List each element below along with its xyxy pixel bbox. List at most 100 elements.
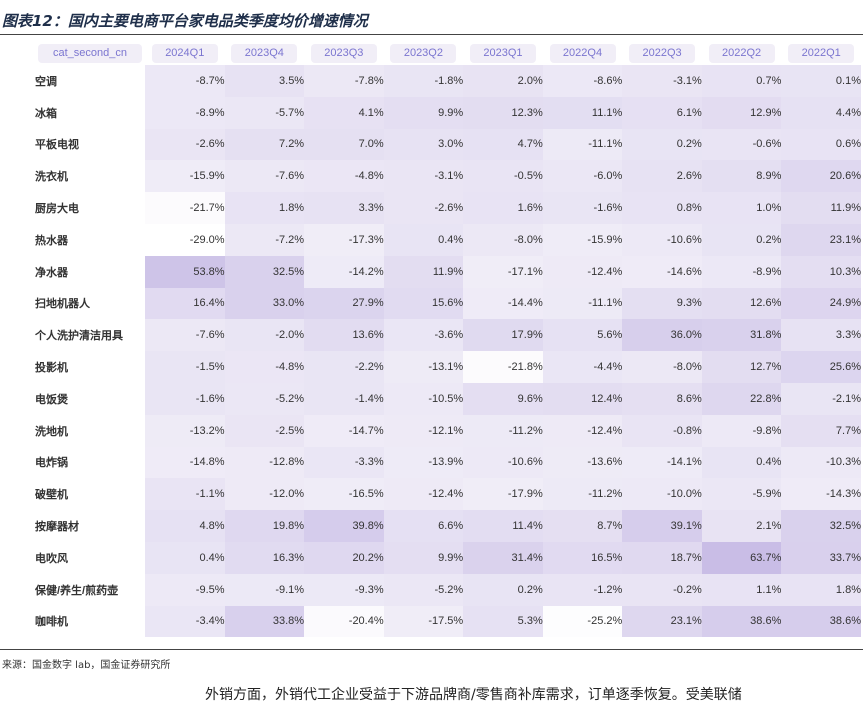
heat-cell: 5.6% (542, 319, 623, 352)
heat-cell: -17.1% (463, 255, 543, 288)
heat-cell: -7.6% (224, 160, 305, 193)
heat-cell: 36.0% (622, 319, 702, 352)
heat-cell: -3.1% (622, 65, 702, 97)
heat-cell: -8.6% (542, 65, 623, 97)
heat-cell: 7.7% (781, 414, 861, 447)
heat-cell: 25.6% (781, 351, 861, 383)
heat-cell: -3.6% (383, 319, 464, 352)
heat-cell: 11.9% (781, 192, 861, 224)
column-header-2022Q4[interactable]: 2022Q4 (543, 40, 623, 65)
heat-cell: 38.6% (701, 605, 782, 638)
heat-cell: 32.5% (781, 510, 861, 542)
column-header-label: 2023Q3 (310, 43, 377, 63)
heat-cell: -1.4% (304, 382, 384, 415)
heat-cell: -8.0% (463, 223, 543, 256)
column-header-2023Q1[interactable]: 2023Q1 (463, 40, 543, 65)
heat-cell: 1.6% (463, 192, 543, 224)
heat-cell: -16.5% (304, 478, 384, 511)
heat-cell: -5.7% (224, 96, 305, 129)
column-header-2024Q1[interactable]: 2024Q1 (145, 40, 225, 65)
heat-cell: -14.3% (781, 478, 861, 511)
heat-cell: -1.2% (542, 573, 623, 606)
column-header-2022Q2[interactable]: 2022Q2 (702, 40, 782, 65)
table-row: 咖啡机 -3.4% 33.8% -20.4% -17.5% 5.3% -25.2% 23.1%… (35, 605, 861, 638)
table-row: 电吹风 0.4% 16.3% 20.2% 9.9% 31.4% 16.5% 18.7% 63.7… (35, 541, 861, 574)
column-header-2023Q2[interactable]: 2023Q2 (384, 40, 464, 65)
heat-cell: -12.4% (542, 414, 623, 447)
column-header-2022Q3[interactable]: 2022Q3 (622, 40, 702, 65)
header-row: cat_second_cn 2024Q1 2023Q4 2023Q3 2023Q2 20… (35, 40, 861, 65)
row-label: 电饭煲 (35, 382, 145, 415)
row-label: 破壁机 (35, 478, 145, 511)
heat-cell: 31.4% (463, 541, 543, 574)
heat-cell: 8.7% (542, 510, 623, 542)
heat-cell: 20.6% (781, 160, 861, 193)
heat-cell: -7.6% (145, 319, 225, 352)
heat-cell: -9.8% (701, 414, 782, 447)
column-header-2023Q4[interactable]: 2023Q4 (225, 40, 305, 65)
column-header-2022Q1[interactable]: 2022Q1 (781, 40, 861, 65)
column-header-label: 2023Q1 (469, 43, 536, 63)
heat-cell: 11.9% (383, 255, 464, 288)
heat-cell: -9.3% (304, 573, 384, 606)
row-label: 厨房大电 (35, 192, 145, 224)
row-label: 净水器 (35, 255, 145, 288)
heat-cell: 23.1% (622, 605, 702, 638)
heat-cell: -0.8% (622, 414, 702, 447)
table-row: 洗地机 -13.2% -2.5% -14.7% -12.1% -11.2% -12.4% -0… (35, 414, 861, 447)
heat-cell: -1.5% (145, 351, 225, 383)
heatmap-body: 空调 -8.7% 3.5% -7.8% -1.8% 2.0% -8.6% -3.1% 0.7% 0… (35, 65, 861, 638)
heat-cell: -5.2% (224, 382, 305, 415)
heat-cell: 33.7% (781, 541, 861, 574)
heat-cell: -21.8% (463, 351, 543, 383)
heat-cell: 1.8% (781, 573, 861, 606)
heat-cell: -0.2% (622, 573, 702, 606)
table-row: 空调 -8.7% 3.5% -7.8% -1.8% 2.0% -8.6% -3.1% 0.7% 0… (35, 65, 861, 97)
heat-cell: 16.5% (542, 541, 623, 574)
heat-cell: -11.1% (542, 128, 623, 161)
table-row: 投影机 -1.5% -4.8% -2.2% -13.1% -21.8% -4.4% -8.0%… (35, 351, 861, 383)
heat-cell: 31.8% (701, 319, 782, 352)
heat-cell: -11.2% (463, 414, 543, 447)
heat-cell: 23.1% (781, 223, 861, 256)
heat-cell: -7.2% (224, 223, 305, 256)
heat-cell: 12.9% (701, 96, 782, 129)
heat-cell: -13.2% (145, 414, 225, 447)
heat-cell: 3.3% (781, 319, 861, 352)
heat-cell: 9.9% (383, 541, 464, 574)
heat-cell: 12.3% (463, 96, 543, 129)
title-divider (0, 34, 863, 35)
column-header-label: 2022Q2 (708, 43, 775, 63)
heat-cell: 0.6% (781, 128, 861, 161)
heat-cell: 1.1% (701, 573, 782, 606)
heat-cell: -8.7% (145, 65, 225, 97)
column-header-label: 2023Q2 (390, 43, 457, 63)
row-label: 保健/养生/煎药壶 (35, 573, 145, 606)
heat-cell: -9.5% (145, 573, 225, 606)
heat-cell: 15.6% (383, 287, 464, 320)
row-label: 热水器 (35, 223, 145, 256)
heat-cell: 9.6% (463, 382, 543, 415)
heat-cell: -2.5% (224, 414, 305, 447)
heat-cell: -7.8% (304, 65, 384, 97)
row-header-label[interactable]: cat_second_cn (35, 40, 145, 65)
heat-cell: 16.3% (224, 541, 305, 574)
heat-cell: 0.1% (781, 65, 861, 97)
table-row: 热水器 -29.0% -7.2% -17.3% 0.4% -8.0% -15.9% -10.6… (35, 223, 861, 256)
column-header-label: 2022Q4 (549, 43, 616, 63)
table-row: 净水器 53.8% 32.5% -14.2% 11.9% -17.1% -12.4% -14.… (35, 255, 861, 288)
column-header-2023Q3[interactable]: 2023Q3 (304, 40, 384, 65)
row-header-pill: cat_second_cn (38, 43, 142, 63)
heat-cell: -20.4% (304, 605, 384, 638)
heat-cell: 38.6% (781, 605, 861, 638)
heat-cell: -11.1% (542, 287, 623, 320)
heat-cell: -3.4% (145, 605, 225, 638)
table-row: 电饭煲 -1.6% -5.2% -1.4% -10.5% 9.6% 12.4% 8.6% 22.… (35, 382, 861, 415)
heat-cell: -8.9% (701, 255, 782, 288)
row-label: 按摩器材 (35, 510, 145, 542)
heat-cell: -10.6% (622, 223, 702, 256)
heat-cell: 12.4% (542, 382, 623, 415)
heat-cell: 5.3% (463, 605, 543, 638)
heat-cell: -3.3% (304, 446, 384, 479)
row-label: 平板电视 (35, 128, 145, 161)
